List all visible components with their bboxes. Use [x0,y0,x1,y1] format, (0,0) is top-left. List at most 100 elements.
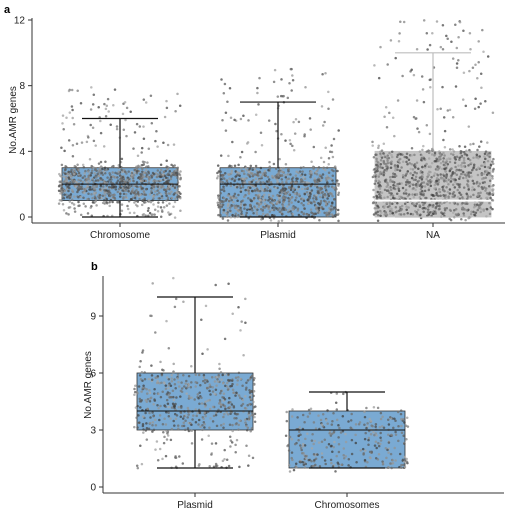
data-point [302,199,306,203]
data-point [420,178,424,181]
data-point [210,375,214,379]
data-point [378,181,382,184]
data-point [396,164,399,167]
data-point [387,433,390,436]
data-point [290,451,294,454]
data-point [374,179,377,183]
data-point [457,168,461,172]
data-point [337,450,341,454]
data-point [326,197,329,200]
data-point [217,196,220,199]
data-point [404,424,408,428]
data-point [320,440,324,443]
data-point [60,186,64,190]
data-point [249,186,252,190]
data-point [396,153,400,157]
data-point [149,416,152,419]
data-point [301,170,304,173]
data-point [112,175,115,178]
data-point [227,202,230,206]
data-point [421,165,424,169]
data-point [70,88,74,92]
data-point [89,123,92,127]
x-tick-label: NA [426,230,440,241]
data-point [250,374,254,378]
data-point [180,381,183,384]
data-point [335,418,339,422]
data-point [391,211,395,215]
data-point [316,209,319,213]
data-point [446,109,450,112]
data-point [463,208,467,211]
data-point [251,413,255,417]
data-point [203,381,207,385]
data-point [124,180,128,184]
data-point [239,208,243,212]
data-point [474,63,477,66]
data-point [384,162,388,166]
data-point [416,182,420,186]
data-point [175,171,178,175]
data-point [65,179,69,183]
data-point [139,179,143,183]
data-point [77,185,81,189]
data-point [277,196,281,200]
data-point [124,118,127,122]
data-point [320,423,324,426]
data-point [314,207,318,210]
data-point [408,180,411,184]
data-point [166,186,170,190]
data-point [225,179,229,183]
data-point [484,157,487,161]
data-point [135,122,139,126]
data-point [282,184,285,187]
data-point [333,206,336,209]
data-point [77,168,80,172]
data-point [462,156,466,160]
data-point [166,432,169,435]
data-point [300,210,303,214]
data-point [225,458,229,462]
data-point [253,420,257,424]
data-point [470,175,473,178]
data-point [219,405,223,408]
data-point [116,200,119,204]
data-point [291,208,295,211]
data-point [244,424,248,428]
data-point [455,169,458,173]
data-point [450,40,453,43]
data-point [389,452,393,456]
data-point [168,202,171,205]
data-point [183,414,186,418]
data-point [126,204,129,208]
data-point [299,446,303,450]
data-point [393,134,396,138]
data-point [480,177,484,181]
data-point [156,205,160,208]
data-point [394,166,397,170]
data-point [133,387,136,391]
data-point [309,128,312,131]
data-point [203,423,206,426]
data-point [258,178,261,182]
data-point [455,173,459,177]
data-point [419,213,422,216]
data-point [424,196,427,200]
data-point [331,465,335,468]
data-point [159,168,163,172]
data-point [477,192,480,195]
data-point [415,99,419,102]
data-point [292,190,295,194]
data-point [436,183,439,186]
data-point [70,201,74,205]
data-point [474,97,477,101]
data-point [226,406,230,410]
data-point [174,387,177,390]
data-point [201,352,204,356]
data-point [485,173,489,176]
data-point [422,157,426,160]
data-point [435,202,439,205]
data-point [336,461,340,464]
data-point [204,304,208,308]
data-point [156,169,160,172]
